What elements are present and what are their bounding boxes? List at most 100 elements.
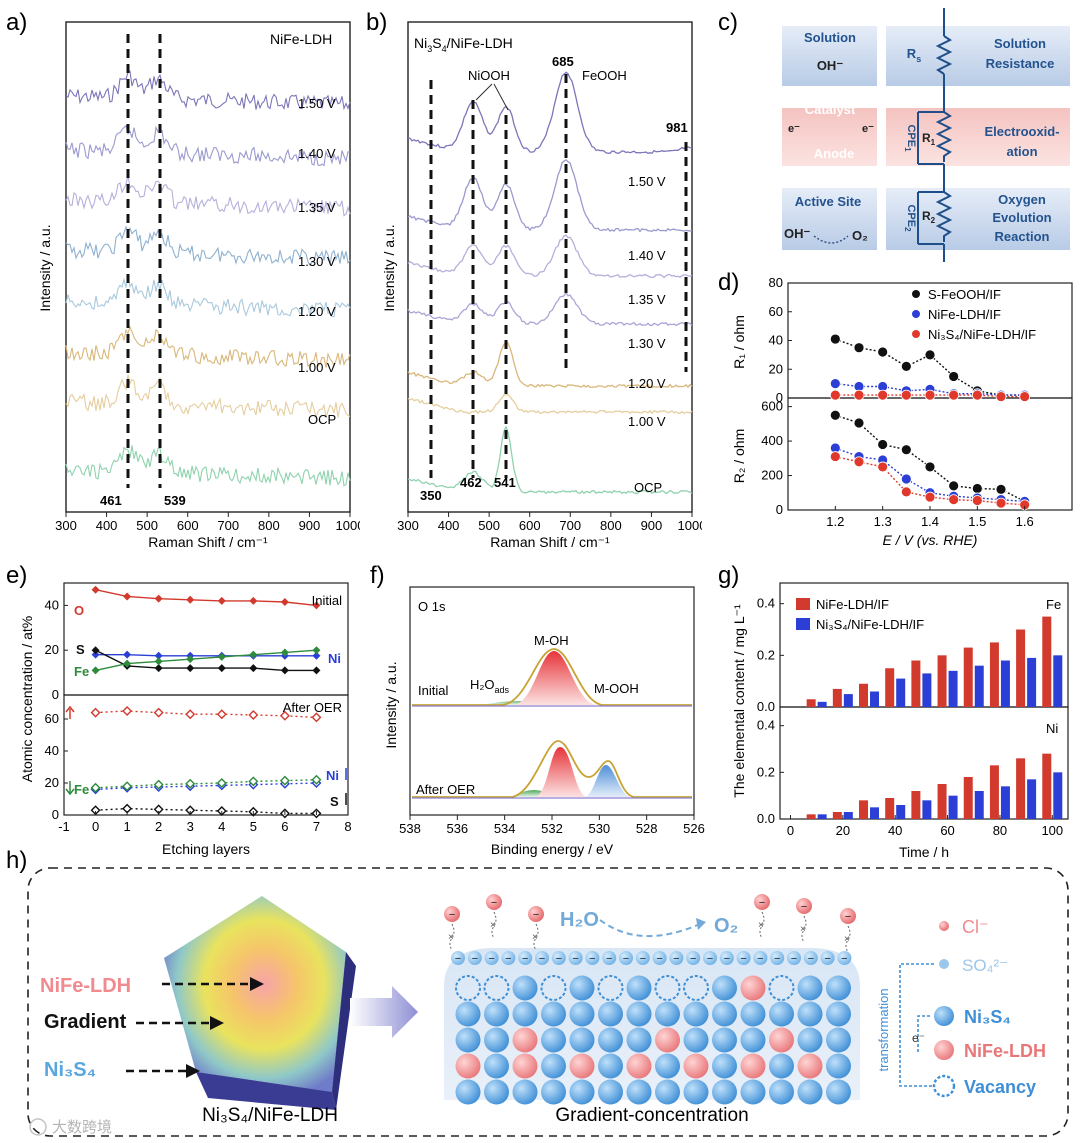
ni3s4-atom	[797, 975, 823, 1001]
tick-label: 1000	[336, 518, 360, 533]
cl-legend-label: Cl⁻	[962, 917, 989, 937]
nife-atom	[626, 1053, 652, 1079]
ni3s4-atom	[712, 1001, 737, 1027]
tick-label: 538	[399, 821, 421, 836]
data-point	[91, 646, 100, 655]
ni3s4-legend-label: Ni₃S₄	[964, 1007, 1011, 1027]
caption-gradient: Gradient-concentration	[555, 1105, 748, 1126]
tick-label: 534	[494, 821, 516, 836]
legend-label: Ni₃S₄/NiFe-LDH/IF	[816, 617, 924, 632]
raman-b-xticks: 300 400 500 600 700 800 900 1000	[397, 512, 702, 533]
ni3s4-atom	[626, 975, 652, 1001]
element-label-s-after: S	[330, 794, 339, 809]
cpe2-label: CPE2	[903, 204, 917, 232]
bar	[859, 683, 869, 707]
anode-label: Anode	[814, 146, 854, 161]
x-tick-label: 0	[787, 823, 794, 838]
chloride-ion	[796, 898, 812, 914]
raman-b-curve	[407, 158, 693, 233]
y-tick-label: 60	[769, 304, 783, 319]
d-top-chart: 0 20 40 60 80	[769, 275, 1031, 405]
curve-label: 1.50 V	[298, 96, 336, 111]
data-point	[853, 417, 865, 429]
oer-label: Reaction	[995, 229, 1050, 244]
y-tick-label: 80	[769, 275, 783, 290]
fit-blue-after	[584, 765, 632, 797]
data-point	[280, 666, 289, 675]
chloride-ion	[444, 906, 460, 922]
bar	[974, 791, 984, 819]
raman-a-title: NiFe-LDH	[270, 31, 332, 47]
panel-f-xps: f) O 1s Initial After OER M-OH M-OOH H₂O…	[370, 562, 705, 857]
ni3s4-atom	[541, 1079, 566, 1105]
chloride-ion	[754, 894, 770, 910]
nife-atom	[797, 1053, 823, 1079]
data-point	[312, 666, 321, 675]
series-line	[95, 649, 317, 672]
bar	[896, 678, 906, 707]
raman-a-curve	[65, 325, 351, 368]
raman-b-curve	[407, 234, 693, 279]
plot-frame-a	[65, 21, 351, 513]
data-point	[185, 709, 196, 720]
oh-label-2: OH⁻	[784, 226, 811, 241]
raman-b-curve	[407, 425, 693, 495]
ni3s4-atom	[712, 1027, 737, 1053]
peak-label-685: 685	[552, 54, 574, 69]
d-legend: S-FeOOH/IF NiFe-LDH/IF Ni₃S₄/NiFe-LDH/IF	[912, 287, 1036, 342]
repelled-path	[801, 915, 807, 943]
anion	[719, 951, 734, 965]
anion-sign: −	[539, 953, 545, 965]
raman-a-curve	[65, 445, 351, 487]
bar	[974, 665, 984, 707]
bar	[859, 800, 869, 819]
element-label-s: S	[76, 642, 85, 657]
repelled-path	[491, 911, 497, 939]
raman-b-curve-labels: 1.50 V 1.40 V 1.35 V 1.30 V 1.20 V 1.00 …	[628, 174, 666, 495]
bar	[885, 798, 895, 819]
data-point	[900, 486, 912, 498]
series-line	[95, 589, 317, 607]
anion	[518, 951, 533, 965]
anion	[484, 951, 499, 965]
anion	[451, 951, 465, 965]
bar	[885, 668, 895, 707]
ion-sign: −	[845, 911, 851, 923]
ni3s4-atom	[655, 1079, 680, 1105]
g-top-chart: 0.0 0.2 0.4	[757, 596, 1063, 714]
plot-frame-e-bottom	[63, 694, 349, 816]
data-point	[877, 439, 889, 450]
tick-label: 900	[299, 518, 321, 533]
fit-red-after	[534, 747, 588, 797]
series-line	[835, 455, 1025, 506]
electro-label: ation	[1006, 144, 1037, 159]
bar	[1000, 660, 1010, 707]
scheme-legend: Cl⁻ SO₄²⁻ Ni₃S₄ NiFe-LDH Vacancy e⁻ tran…	[876, 917, 1046, 1098]
y-tick-label: 40	[45, 743, 59, 758]
anion-sign: −	[488, 953, 494, 965]
ni3s4-atom	[569, 975, 595, 1001]
y-tick-label: 20	[45, 642, 59, 657]
anion-sign: −	[774, 953, 780, 965]
data-point	[829, 451, 841, 462]
panel-g-leaching: g) 0.0 0.2 0.4 0.0 0.2 0.4 0 20 40 60 80 100 NiFe-…	[718, 562, 1069, 860]
y-tick-label: 200	[761, 468, 783, 483]
blocked-mark: ×	[490, 920, 496, 931]
o2-label: O₂	[852, 228, 868, 243]
bar	[870, 807, 880, 819]
series-line	[95, 807, 317, 815]
data-point	[924, 389, 936, 401]
h2o-arrowhead	[696, 918, 706, 930]
ni3s4-atom	[769, 1053, 794, 1079]
data-point	[91, 585, 100, 594]
data-point	[829, 333, 841, 345]
panel-label-e: e)	[6, 562, 27, 589]
ni3s4-atom	[484, 1053, 509, 1079]
data-point	[91, 650, 100, 659]
r1-box	[886, 108, 1070, 166]
transition-arrow	[350, 986, 418, 1038]
ni3s4-atom	[740, 1001, 766, 1027]
x-tick-label: 7	[313, 819, 320, 834]
anion	[585, 951, 600, 965]
watermark: 大数跨境	[52, 1118, 112, 1136]
